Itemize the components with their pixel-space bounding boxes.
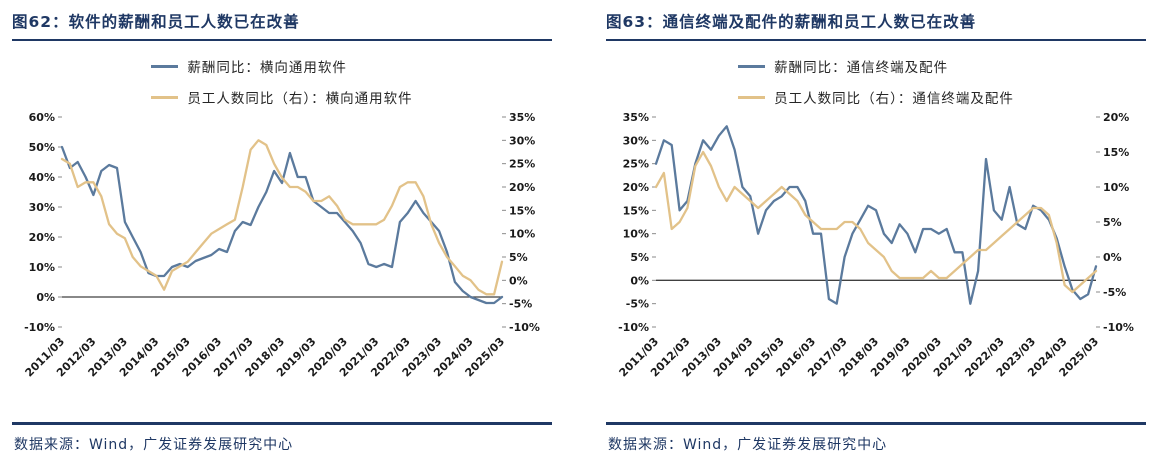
figure-63-chart: 35% 30% 25% 20% 15% 10% 5% 0% -5% -10% 20% 15% 10% 5%… <box>617 111 1134 379</box>
bottom-divider <box>606 422 1146 425</box>
svg-text:0%: 0% <box>1103 251 1122 264</box>
headcount-line-swatch-icon <box>151 95 179 99</box>
bottom-divider <box>12 422 552 425</box>
svg-text:5%: 5% <box>630 251 649 264</box>
svg-text:-10%: -10% <box>509 321 540 334</box>
legend-item-salary: 薪酬同比：横向通用软件 <box>151 56 412 76</box>
figure-63-title: 图63：通信终端及配件的薪酬和员工人数已在改善 <box>606 10 1146 41</box>
legend-label-salary: 薪酬同比：横向通用软件 <box>187 60 347 76</box>
legend-label-headcount: 员工人数同比（右）：通信终端及配件 <box>774 91 1014 107</box>
figure-62-title: 图62：软件的薪酬和员工人数已在改善 <box>12 10 552 41</box>
svg-text:30%: 30% <box>623 134 649 147</box>
svg-text:35%: 35% <box>509 111 535 124</box>
legend-item-salary: 薪酬同比：通信终端及配件 <box>738 56 1014 76</box>
legend-label-salary: 薪酬同比：通信终端及配件 <box>774 60 949 76</box>
svg-text:20%: 20% <box>509 181 535 194</box>
svg-text:40%: 40% <box>29 171 55 184</box>
svg-text:0%: 0% <box>509 274 528 287</box>
legend-label-headcount: 员工人数同比（右）：横向通用软件 <box>187 91 413 107</box>
svg-text:15%: 15% <box>509 204 535 217</box>
svg-text:20%: 20% <box>29 231 55 244</box>
figure-62-legend: 薪酬同比：横向通用软件 员工人数同比（右）：横向通用软件 <box>151 56 412 107</box>
svg-text:15%: 15% <box>623 204 649 217</box>
svg-text:0%: 0% <box>36 291 55 304</box>
svg-text:25%: 25% <box>509 158 535 171</box>
svg-text:25%: 25% <box>623 158 649 171</box>
svg-text:30%: 30% <box>29 201 55 214</box>
svg-text:5%: 5% <box>509 251 528 264</box>
svg-text:20%: 20% <box>623 181 649 194</box>
salary-line-swatch-icon <box>151 64 179 68</box>
svg-text:0%: 0% <box>630 274 649 287</box>
salary-line-swatch-icon <box>738 64 766 68</box>
legend-item-headcount: 员工人数同比（右）：通信终端及配件 <box>738 87 1014 107</box>
figure-63-legend: 薪酬同比：通信终端及配件 员工人数同比（右）：通信终端及配件 <box>738 56 1014 107</box>
svg-text:-5%: -5% <box>626 298 649 311</box>
svg-text:10%: 10% <box>29 261 55 274</box>
figure-63-panel: 图63：通信终端及配件的薪酬和员工人数已在改善 薪酬同比：通信终端及配件 员工人… <box>606 10 1146 454</box>
svg-text:30%: 30% <box>509 134 535 147</box>
svg-text:10%: 10% <box>623 228 649 241</box>
legend-item-headcount: 员工人数同比（右）：横向通用软件 <box>151 87 412 107</box>
headcount-line-swatch-icon <box>738 95 766 99</box>
svg-text:-5%: -5% <box>1103 286 1126 299</box>
svg-text:-5%: -5% <box>509 298 532 311</box>
svg-text:60%: 60% <box>29 111 55 124</box>
svg-text:20%: 20% <box>1103 111 1129 124</box>
svg-text:15%: 15% <box>1103 146 1129 159</box>
data-source: 数据来源：Wind，广发证券发展研究中心 <box>14 437 294 453</box>
svg-text:-10%: -10% <box>24 321 55 334</box>
svg-text:50%: 50% <box>29 141 55 154</box>
svg-text:-10%: -10% <box>618 321 649 334</box>
svg-text:35%: 35% <box>623 111 649 124</box>
svg-text:-10%: -10% <box>1103 321 1134 334</box>
figure-62-chart: 60% 50% 40% 30% 20% 10% 0% -10% 35% 30% 25% 20% 15% 1… <box>23 111 540 379</box>
svg-text:10%: 10% <box>509 228 535 241</box>
svg-text:5%: 5% <box>1103 216 1122 229</box>
figure-62-panel: 图62：软件的薪酬和员工人数已在改善 薪酬同比：横向通用软件 员工人数同比（右）… <box>12 10 552 454</box>
data-source: 数据来源：Wind，广发证券发展研究中心 <box>608 437 888 453</box>
svg-text:10%: 10% <box>1103 181 1129 194</box>
